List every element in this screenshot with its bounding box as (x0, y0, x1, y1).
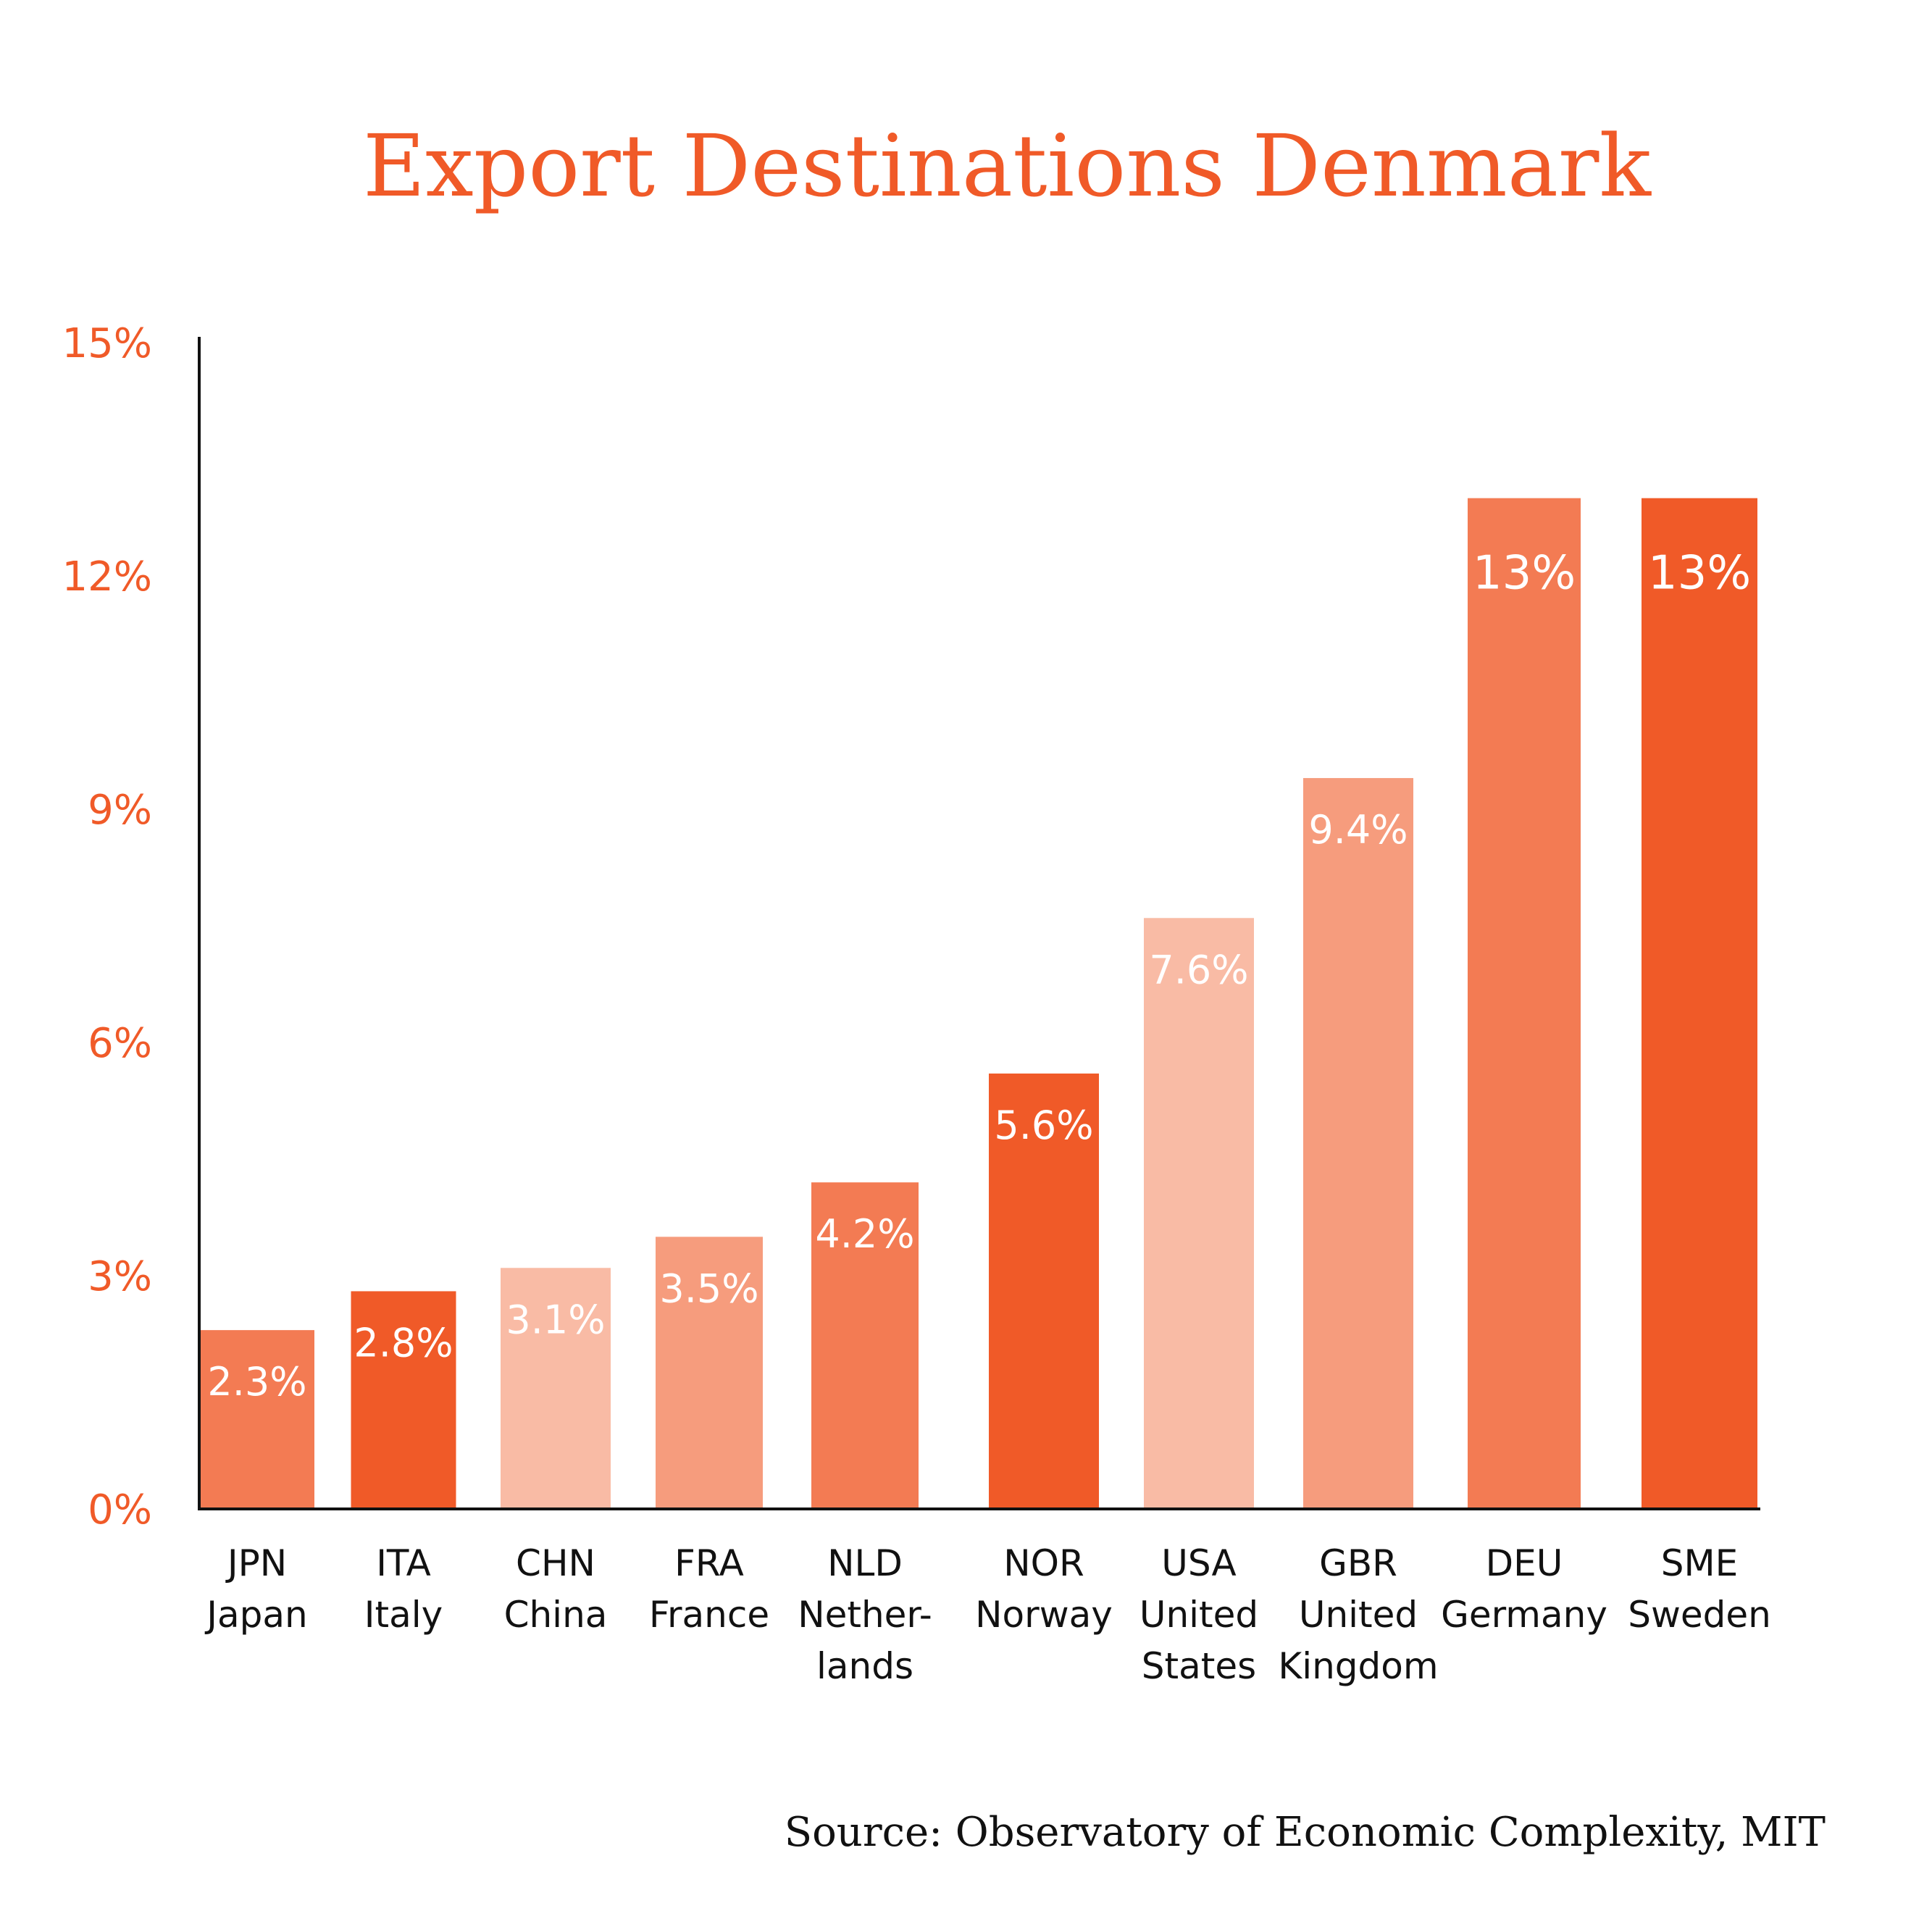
x-label-code: GBR (1319, 1542, 1397, 1584)
x-label-name: Germany (1441, 1594, 1607, 1636)
x-label-code: NOR (1003, 1542, 1084, 1584)
bar-nld (811, 1182, 919, 1509)
x-label-deu: DEU Germany (1441, 1542, 1607, 1636)
chart-title: Export Destinations Denmark (363, 116, 1652, 216)
x-label-name: States (1142, 1645, 1256, 1687)
bar-value-label: 2.3% (207, 1359, 306, 1405)
x-label-ita: ITA Italy (364, 1542, 443, 1636)
bar-gbr (1303, 778, 1413, 1509)
x-label-usa: USA United States (1139, 1542, 1258, 1687)
y-tick-label: 15% (62, 320, 152, 367)
y-tick-label: 0% (88, 1486, 152, 1534)
y-axis-ticks: 0% 3% 6% 9% 12% 15% (62, 320, 152, 1534)
x-label-fra: FRA France (649, 1542, 769, 1636)
x-label-name: Sweden (1628, 1594, 1771, 1636)
bar-value-label: 2.8% (354, 1320, 453, 1366)
x-label-nor: NOR Norway (975, 1542, 1113, 1636)
bar-value-labels: 2.3% 2.8% 3.1% 3.5% 4.2% 5.6% 7.6% 9.4% 13% 13% (207, 547, 1751, 1405)
bar-value-label: 5.6% (994, 1103, 1093, 1148)
bar-jpn (200, 1330, 314, 1509)
x-label-code: USA (1161, 1542, 1236, 1584)
bar-value-label: 13% (1473, 547, 1576, 601)
x-label-gbr: GBR United Kingdom (1278, 1542, 1438, 1687)
y-tick-label: 9% (88, 787, 152, 834)
bar-ita (351, 1291, 456, 1509)
x-label-code: SME (1661, 1542, 1738, 1584)
bars (200, 498, 1757, 1509)
x-label-name: Nether- (798, 1594, 932, 1636)
x-label-code: JPN (225, 1542, 287, 1584)
x-label-name: China (504, 1594, 608, 1636)
x-label-nld: NLD Nether-lands (798, 1542, 932, 1687)
bar-usa (1144, 918, 1254, 1509)
x-label-code: NLD (827, 1542, 903, 1584)
x-label-chn: CHN China (504, 1542, 608, 1636)
x-label-jpn: JPN Japan (204, 1542, 307, 1636)
x-label-name: France (649, 1594, 769, 1636)
x-label-name: lands (816, 1645, 913, 1687)
x-axis-labels: JPN Japan ITA Italy CHN China FRA France NLD Neth… (204, 1542, 1771, 1687)
x-label-name: Kingdom (1278, 1645, 1438, 1687)
bar-chn (501, 1268, 611, 1509)
bar-deu (1468, 498, 1581, 1509)
x-label-code: ITA (376, 1542, 431, 1584)
bar-value-label: 3.5% (659, 1266, 758, 1311)
x-label-name: Japan (204, 1594, 307, 1636)
y-tick-label: 3% (88, 1253, 152, 1300)
x-label-sme: SME Sweden (1628, 1542, 1771, 1636)
source-note: Source: Observatory of Economic Complexi… (785, 1809, 1826, 1856)
x-label-name: United (1139, 1594, 1258, 1636)
x-label-name: Italy (364, 1594, 443, 1636)
bar-value-label: 7.6% (1149, 947, 1248, 992)
y-tick-label: 12% (62, 553, 152, 601)
bar-sme (1642, 498, 1757, 1509)
bar-value-label: 13% (1648, 547, 1751, 601)
x-label-name: Norway (975, 1594, 1113, 1636)
bar-value-label: 4.2% (815, 1211, 914, 1257)
x-label-name: United (1299, 1594, 1418, 1636)
bar-nor (989, 1073, 1099, 1509)
bar-fra (656, 1237, 763, 1509)
x-label-code: DEU (1486, 1542, 1563, 1584)
bar-value-label: 3.1% (506, 1297, 605, 1342)
bar-value-label: 9.4% (1308, 807, 1408, 853)
y-tick-label: 6% (88, 1020, 152, 1067)
x-label-code: FRA (674, 1542, 744, 1584)
x-label-code: CHN (516, 1542, 595, 1584)
